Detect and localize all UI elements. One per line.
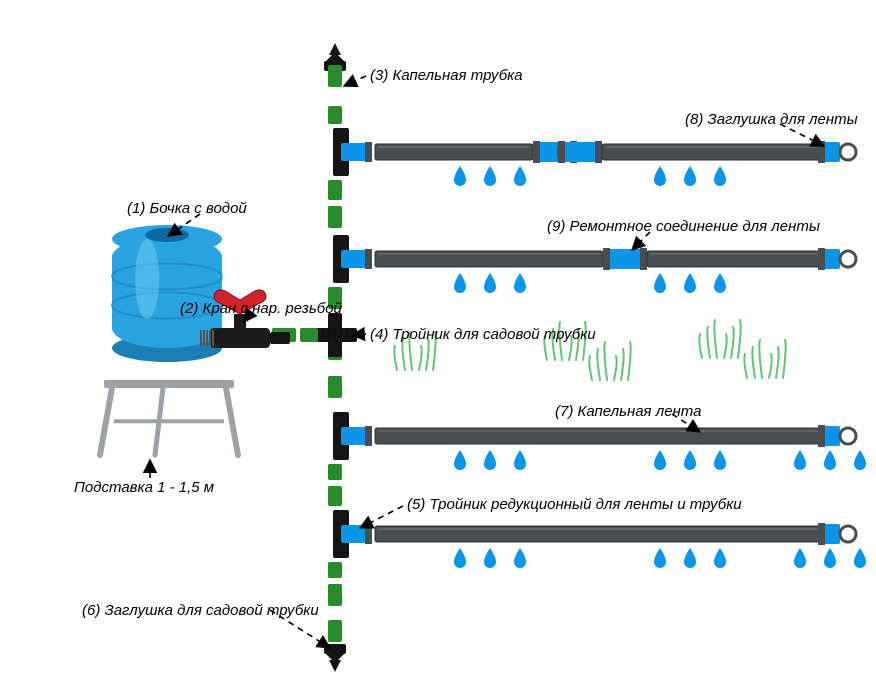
label-2-valve: (2) Кран с нар. резьбой — [180, 300, 342, 317]
label-9-repair: (9) Ремонтное соединение для ленты — [547, 218, 820, 235]
label-7-drip-tape: (7) Капельная лента — [555, 403, 701, 420]
label-6-end-plug: (6) Заглушка для садовой трубки — [82, 602, 319, 619]
label-8-tape-plug: (8) Заглушка для ленты — [685, 111, 858, 128]
label-stand: Подставка 1 - 1,5 м — [74, 479, 214, 496]
label-4-tee-garden: (4) Тройник для садовой трубки — [370, 326, 596, 343]
label-5-tee-reduce: (5) Тройник редукционный для ленты и тру… — [407, 496, 742, 513]
label-3-drip-tube: (3) Капельная трубка — [370, 67, 523, 84]
label-1-barrel: (1) Бочка с водой — [127, 200, 247, 217]
